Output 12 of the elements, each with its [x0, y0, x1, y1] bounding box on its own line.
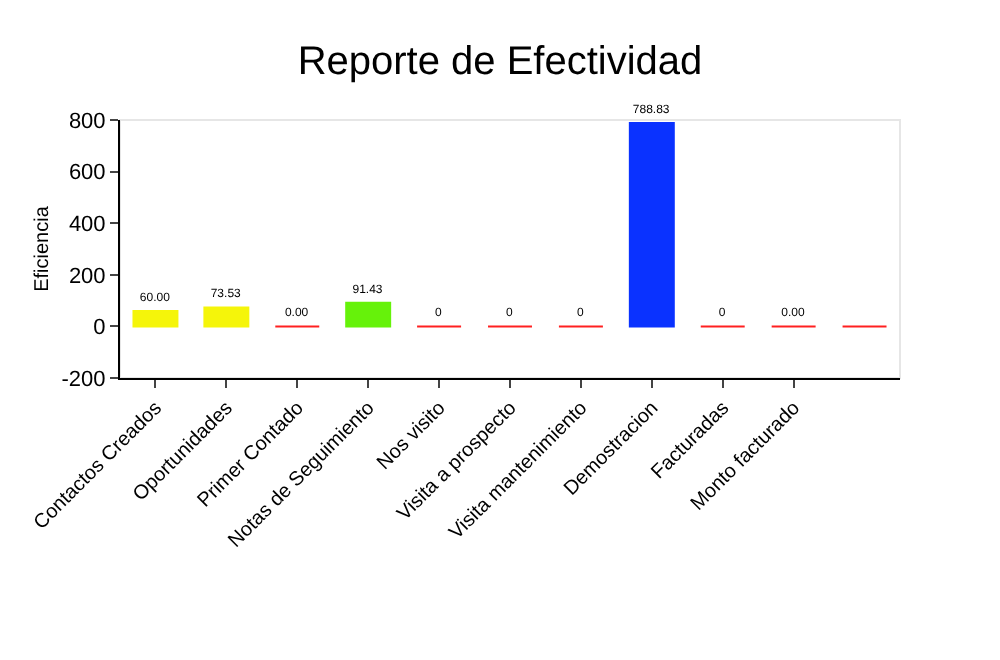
y-tick-label: 400: [68, 212, 106, 237]
y-tick-label: 0: [93, 316, 106, 341]
y-tick-label: 600: [68, 161, 106, 186]
y-tick-label: -200: [61, 367, 106, 392]
y-tick-label: 800: [68, 109, 106, 134]
chart-title: Reporte de Efectividad: [297, 40, 703, 85]
y-axis-title: Eficiencia: [31, 205, 54, 292]
bar: [203, 306, 250, 328]
bar: [628, 121, 675, 328]
bar: [132, 309, 179, 328]
bar: [345, 301, 392, 328]
y-tick-label: 200: [68, 264, 106, 289]
